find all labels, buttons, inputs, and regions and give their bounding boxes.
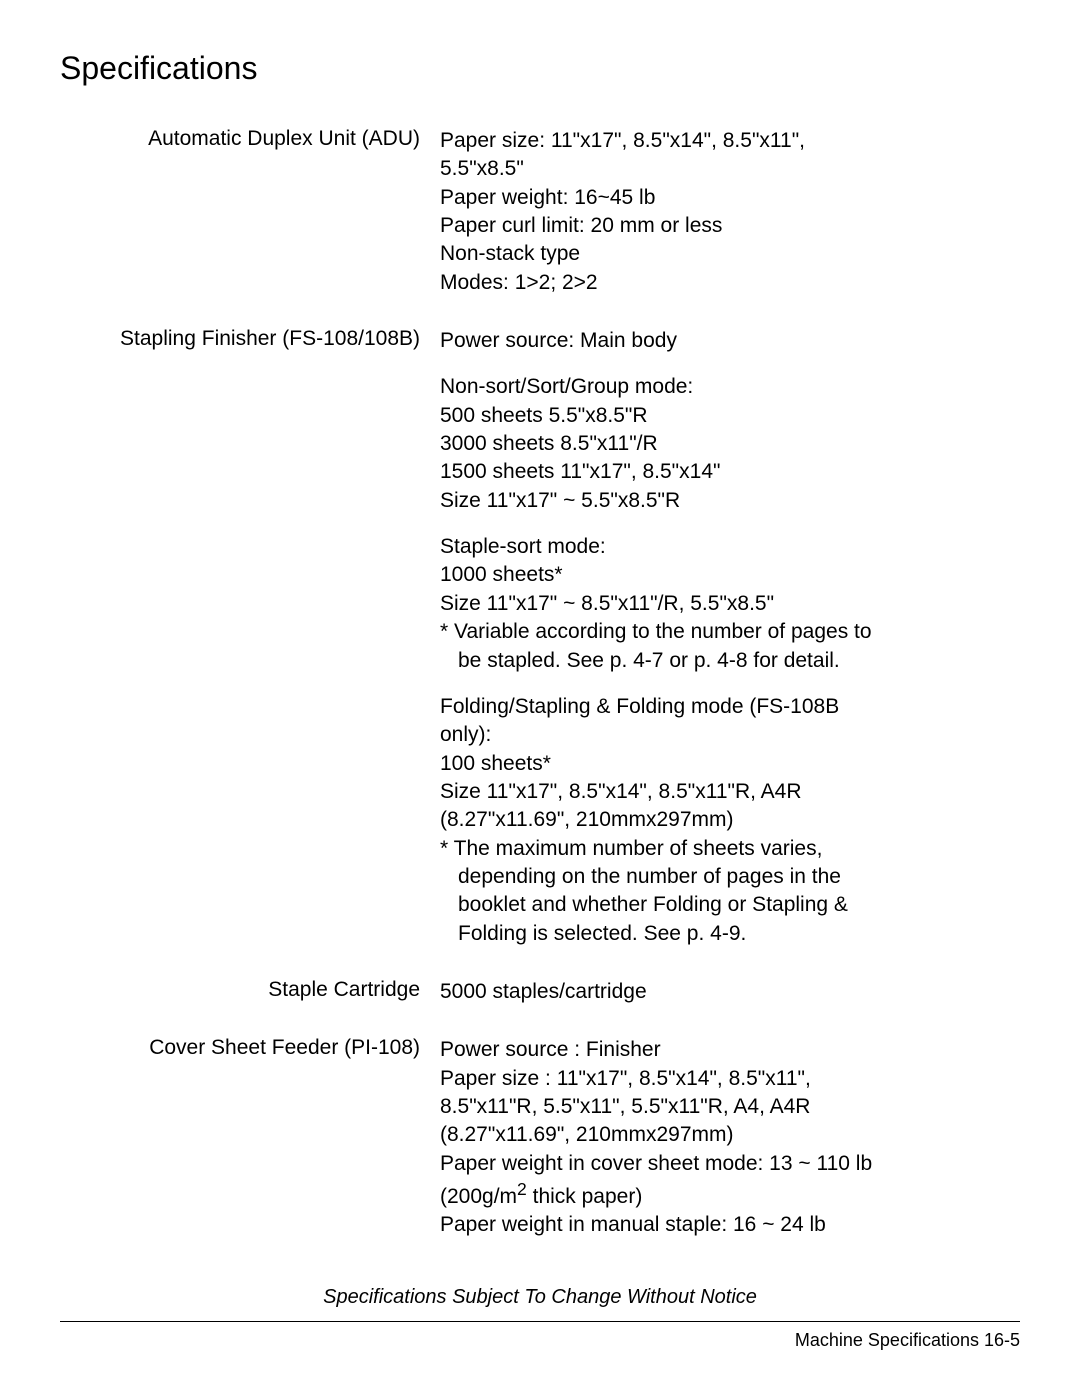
text-line: 1500 sheets 11"x17", 8.5"x14" xyxy=(440,458,1020,486)
text-line: Modes: 1>2; 2>2 xyxy=(440,269,1020,297)
spec-label-cartridge: Staple Cartridge xyxy=(60,978,440,1006)
text-line: Paper weight in manual staple: 16 ~ 24 l… xyxy=(440,1211,1020,1239)
spec-label-finisher: Stapling Finisher (FS-108/108B) xyxy=(60,327,440,948)
text-line: be stapled. See p. 4-7 or p. 4-8 for det… xyxy=(440,647,1020,675)
text-line: * Variable according to the number of pa… xyxy=(440,618,1020,646)
spec-row-finisher: Stapling Finisher (FS-108/108B) Power so… xyxy=(60,327,1020,948)
spec-value-adu: Paper size: 11"x17", 8.5"x14", 8.5"x11",… xyxy=(440,127,1020,297)
text-line: Size 11"x17", 8.5"x14", 8.5"x11"R, A4R xyxy=(440,778,1020,806)
text-line: Paper curl limit: 20 mm or less xyxy=(440,212,1020,240)
text-line: only): xyxy=(440,721,1020,749)
text-line: 5.5"x8.5" xyxy=(440,155,1020,183)
text-line: Folding is selected. See p. 4-9. xyxy=(440,920,1020,948)
text-line: Power source : Finisher xyxy=(440,1036,1020,1064)
superscript-2: 2 xyxy=(517,1179,527,1199)
text-line: Folding/Stapling & Folding mode (FS-108B xyxy=(440,693,1020,721)
text-line: booklet and whether Folding or Stapling … xyxy=(440,891,1020,919)
text-line: Paper weight in cover sheet mode: 13 ~ 1… xyxy=(440,1150,1020,1178)
spec-row-cover-feeder: Cover Sheet Feeder (PI-108) Power source… xyxy=(60,1036,1020,1239)
spec-label-adu: Automatic Duplex Unit (ADU) xyxy=(60,127,440,297)
text-line: Staple-sort mode: xyxy=(440,533,1020,561)
spec-label-cover-feeder: Cover Sheet Feeder (PI-108) xyxy=(60,1036,440,1239)
text-line: Non-sort/Sort/Group mode: xyxy=(440,373,1020,401)
text-line: 100 sheets* xyxy=(440,750,1020,778)
gsm-suffix: thick paper) xyxy=(527,1185,643,1208)
text-line: Non-stack type xyxy=(440,240,1020,268)
text-line: 500 sheets 5.5"x8.5"R xyxy=(440,402,1020,430)
footer-note: Specifications Subject To Change Without… xyxy=(60,1286,1020,1309)
text-line: (8.27"x11.69", 210mmx297mm) xyxy=(440,806,1020,834)
text-line: depending on the number of pages in the xyxy=(440,863,1020,891)
text-line: 8.5"x11"R, 5.5"x11", 5.5"x11"R, A4, A4R xyxy=(440,1093,1020,1121)
text-line: Size 11"x17" ~ 5.5"x8.5"R xyxy=(440,487,1020,515)
spec-value-cover-feeder: Power source : Finisher Paper size : 11"… xyxy=(440,1036,1020,1239)
text-line: Paper size: 11"x17", 8.5"x14", 8.5"x11", xyxy=(440,127,1020,155)
text-line: * The maximum number of sheets varies, xyxy=(440,835,1020,863)
text-line: 5000 staples/cartridge xyxy=(440,978,1020,1006)
text-line: Size 11"x17" ~ 8.5"x11"/R, 5.5"x8.5" xyxy=(440,590,1020,618)
text-line: Paper weight: 16~45 lb xyxy=(440,184,1020,212)
spec-value-cartridge: 5000 staples/cartridge xyxy=(440,978,1020,1006)
text-line: 3000 sheets 8.5"x11"/R xyxy=(440,430,1020,458)
text-line: (200g/m2 thick paper) xyxy=(440,1178,1020,1211)
spec-row-adu: Automatic Duplex Unit (ADU) Paper size: … xyxy=(60,127,1020,297)
text-line: 1000 sheets* xyxy=(440,561,1020,589)
text-line: Power source: Main body xyxy=(440,327,1020,355)
spec-row-cartridge: Staple Cartridge 5000 staples/cartridge xyxy=(60,978,1020,1006)
text-line: Paper size : 11"x17", 8.5"x14", 8.5"x11"… xyxy=(440,1065,1020,1093)
text-line: (8.27"x11.69", 210mmx297mm) xyxy=(440,1121,1020,1149)
page-title: Specifications xyxy=(60,50,1020,87)
footer-divider xyxy=(60,1321,1020,1322)
spec-value-finisher: Power source: Main body Non-sort/Sort/Gr… xyxy=(440,327,1020,948)
gsm-prefix: (200g/m xyxy=(440,1185,517,1208)
page-footer: Specifications Subject To Change Without… xyxy=(60,1286,1020,1351)
footer-page-number: Machine Specifications 16-5 xyxy=(60,1330,1020,1351)
